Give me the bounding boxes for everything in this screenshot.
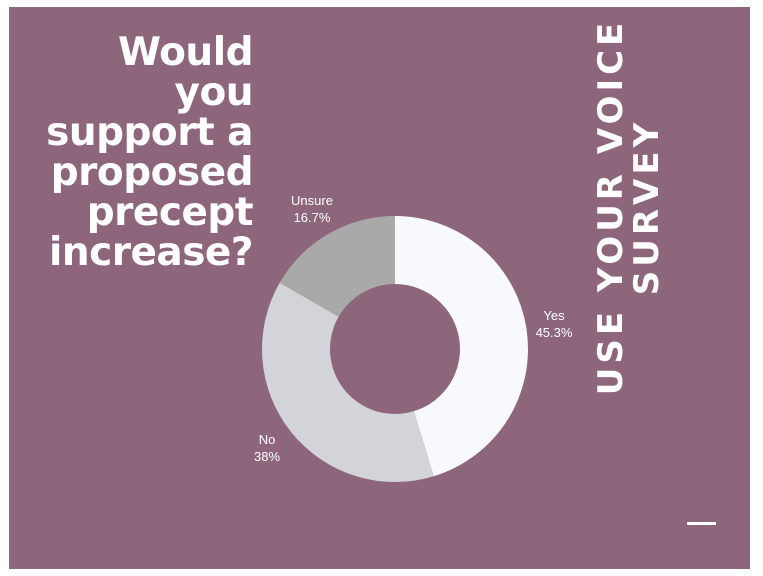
survey-card: Would you support a proposed precept inc… (9, 7, 750, 569)
question-line: you (174, 70, 254, 115)
donut-chart: Yes 45.3% No 38% Unsure 16.7% (254, 193, 573, 482)
slice-value-label: 16.7% (294, 210, 331, 225)
slice-category-label: No (259, 432, 276, 447)
question-line: increase? (48, 230, 254, 275)
slice-category-label: Unsure (291, 193, 333, 208)
donut-slice-unsure (279, 216, 395, 317)
decorative-dash (687, 522, 716, 525)
slice-value-label: 45.3% (536, 325, 573, 340)
question-line: Would (118, 30, 253, 75)
slice-category-label: Yes (543, 308, 565, 323)
survey-question: Would you support a proposed precept inc… (13, 33, 253, 273)
side-title-line: SURVEY (627, 118, 667, 296)
donut-slice-yes (395, 216, 529, 477)
question-line: precept (86, 190, 254, 235)
donut-slice-no (262, 282, 434, 482)
side-title-line: USE YOUR VOICE (591, 18, 631, 396)
question-line: proposed (50, 150, 254, 195)
slice-value-label: 38% (254, 449, 280, 464)
question-line: support a (46, 110, 253, 155)
